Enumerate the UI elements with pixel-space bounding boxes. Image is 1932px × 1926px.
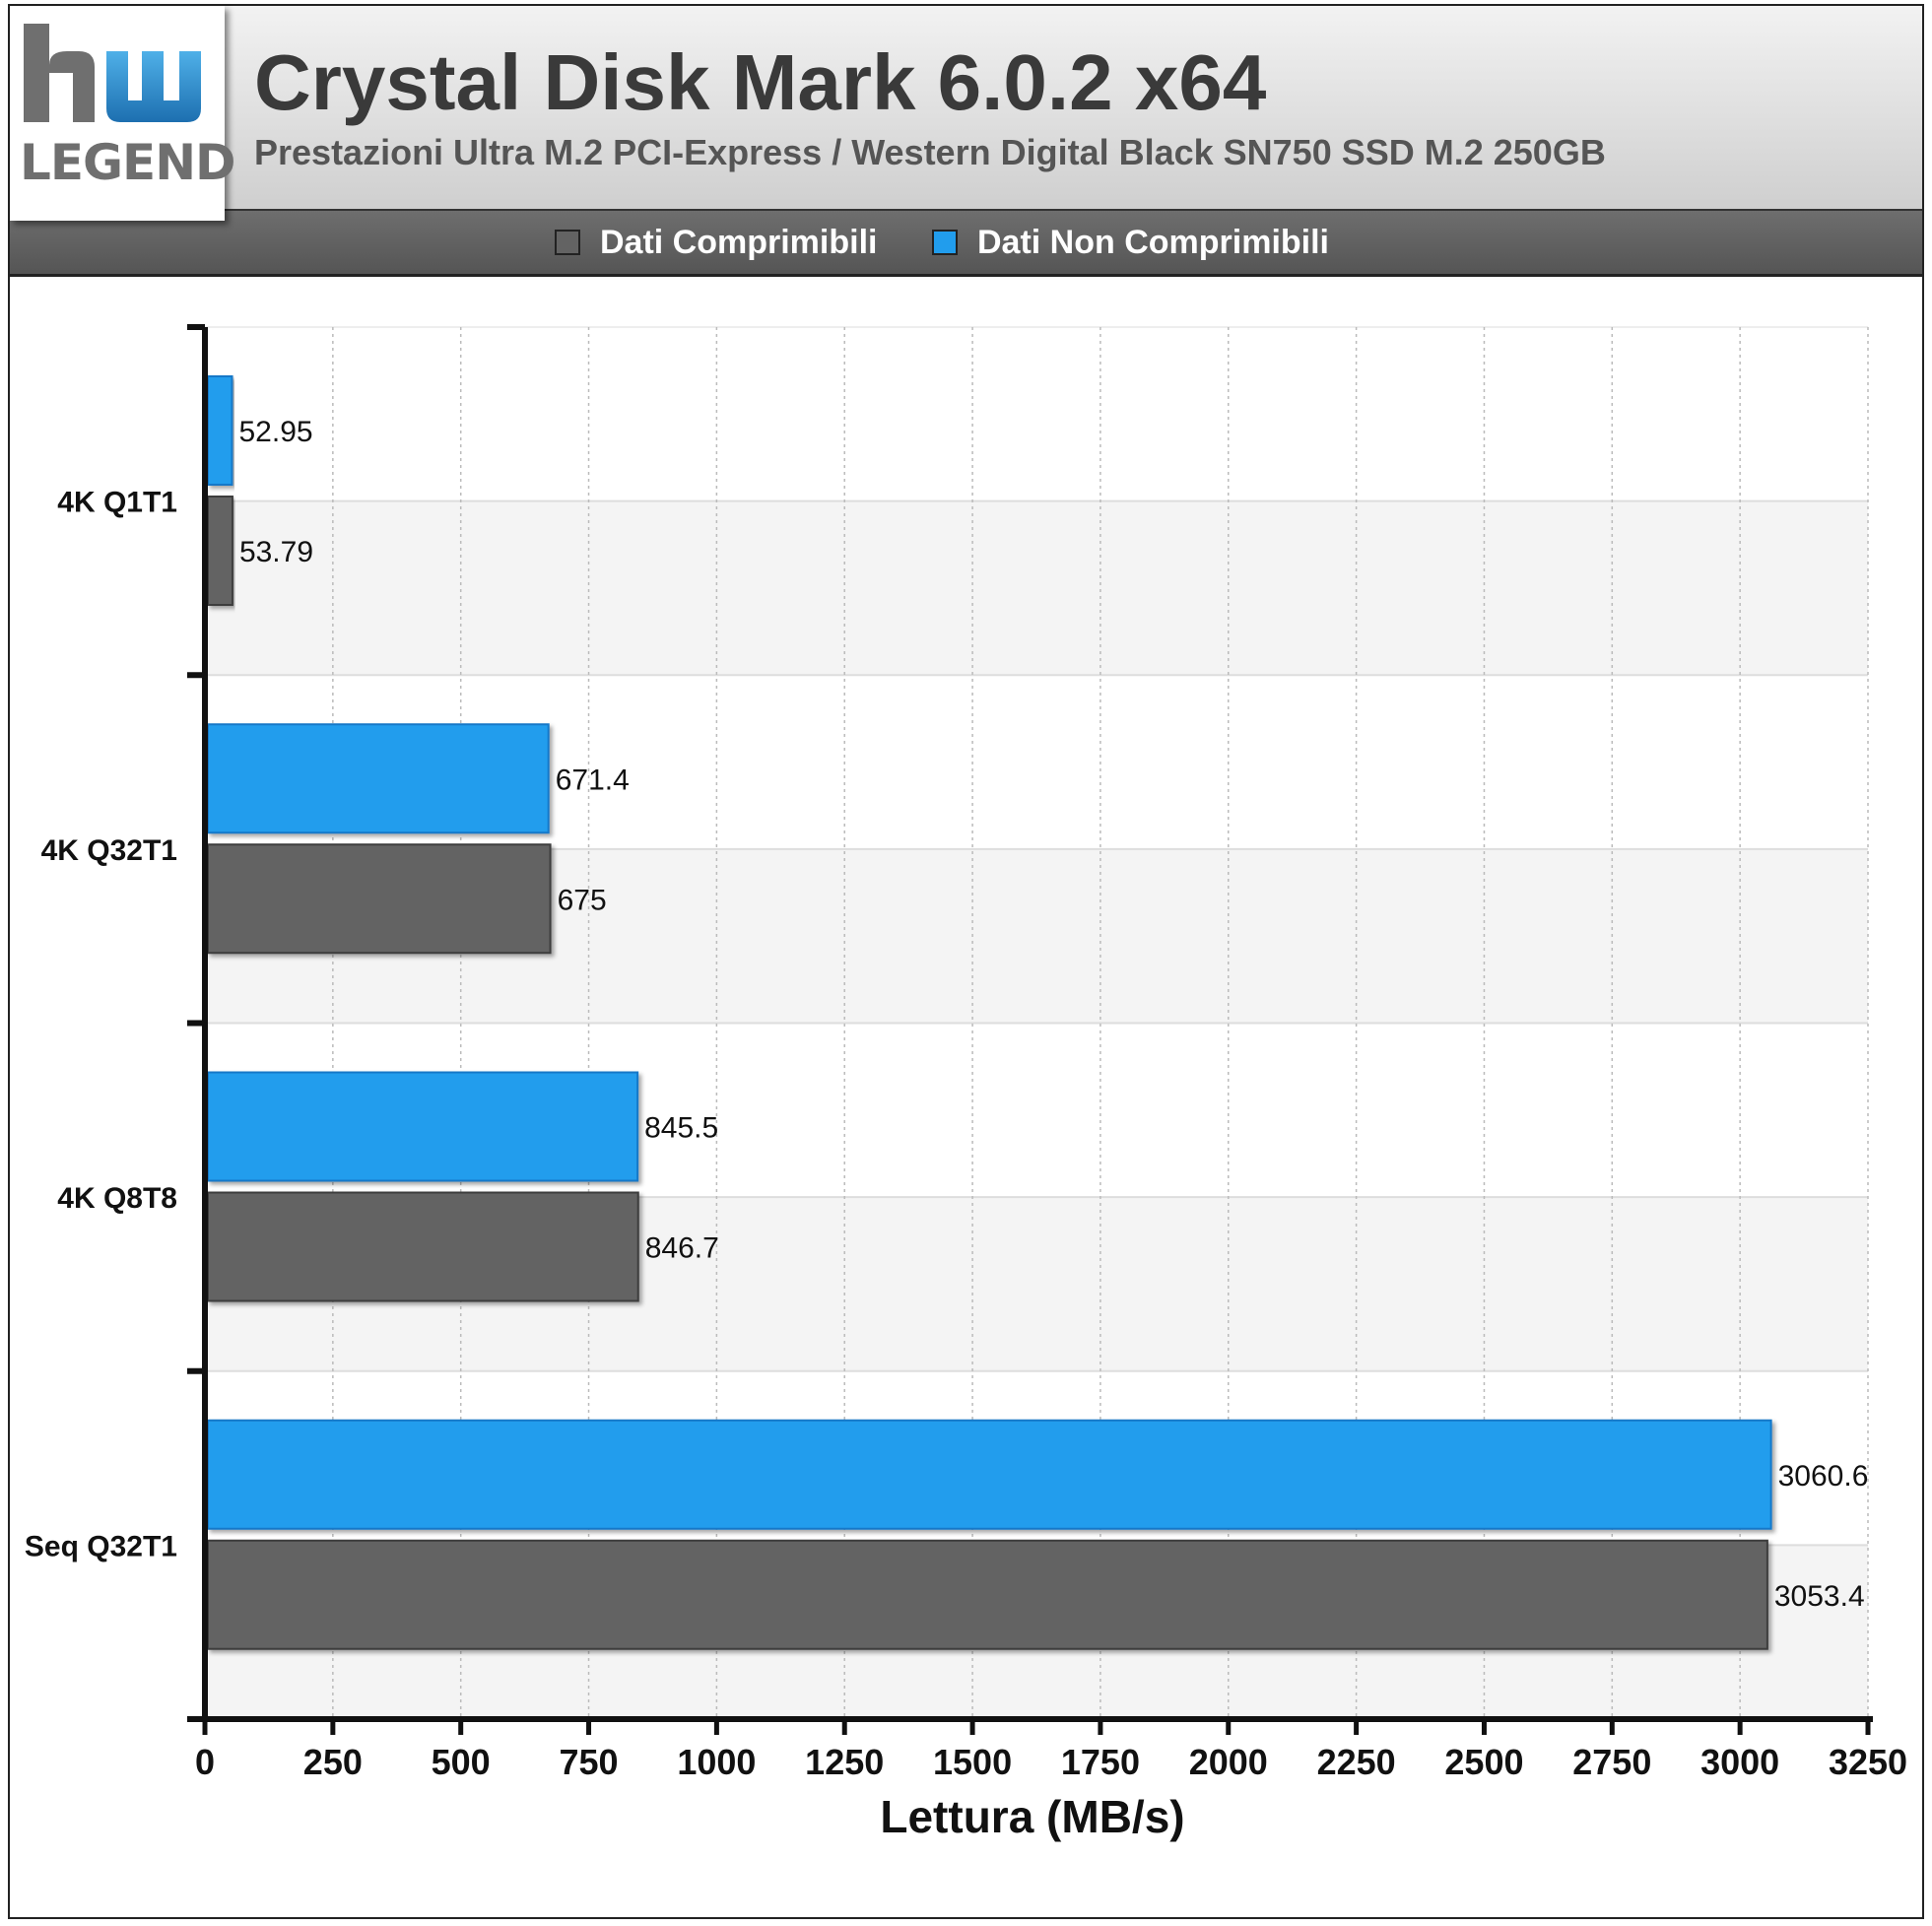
bar-non-compressible: [207, 1419, 1772, 1530]
legend: Dati Comprimibili Dati Non Comprimibili: [10, 209, 1922, 277]
legend-label-compressible: Dati Comprimibili: [600, 223, 878, 261]
category-label: 4K Q8T8: [57, 1182, 177, 1215]
chart-subtitle: Prestazioni Ultra M.2 PCI-Express / West…: [254, 132, 1606, 172]
plot-band: [205, 500, 1868, 676]
x-tick-label: 3250: [1829, 1742, 1907, 1782]
legend-label-non-compressible: Dati Non Comprimibili: [977, 223, 1329, 261]
chart-title: Crystal Disk Mark 6.0.2 x64: [254, 38, 1267, 126]
bar-compressible: [207, 496, 233, 606]
x-tick-label: 2000: [1189, 1742, 1268, 1782]
category-label: Seq Q32T1: [25, 1530, 177, 1562]
bar-non-compressible: [207, 723, 550, 834]
value-label-non-compressible: 671.4: [556, 764, 630, 796]
value-label-compressible: 3053.4: [1774, 1580, 1865, 1613]
value-label-compressible: 675: [558, 884, 607, 916]
logo-w: [106, 51, 201, 122]
x-tick-label: 2750: [1572, 1742, 1651, 1782]
category-label: 4K Q1T1: [57, 487, 177, 519]
legend-item-compressible: Dati Comprimibili: [555, 211, 877, 274]
x-axis-title: Lettura (MB/s): [880, 1791, 1184, 1842]
x-tick-label: 2250: [1317, 1742, 1396, 1782]
value-label-non-compressible: 3060.6: [1778, 1460, 1869, 1493]
chart-header: Crystal Disk Mark 6.0.2 x64 Prestazioni …: [10, 6, 1922, 211]
legend-item-non-compressible: Dati Non Comprimibili: [932, 211, 1329, 274]
value-label-compressible: 53.79: [239, 536, 313, 568]
x-tick-label: 750: [559, 1742, 618, 1782]
x-tick-label: 0: [195, 1742, 215, 1782]
legend-swatch-compressible: [555, 230, 580, 255]
x-tick-label: 1000: [677, 1742, 756, 1782]
bar-non-compressible: [207, 375, 233, 486]
logo-h-stem: [24, 24, 49, 122]
value-label-compressible: 846.7: [645, 1232, 719, 1265]
bar-non-compressible: [207, 1071, 639, 1182]
bar-compressible: [207, 843, 552, 955]
value-label-non-compressible: 52.95: [239, 416, 313, 448]
x-tick-label: 250: [303, 1742, 363, 1782]
x-tick-label: 500: [432, 1742, 491, 1782]
x-tick-label: 1250: [805, 1742, 884, 1782]
bar-compressible: [207, 1539, 1768, 1650]
value-label-non-compressible: 845.5: [644, 1112, 718, 1145]
category-label: 4K Q32T1: [41, 834, 177, 867]
logo-h-arch: [49, 51, 95, 122]
legend-swatch-non-compressible: [932, 230, 958, 255]
x-tick-label: 2500: [1444, 1742, 1523, 1782]
x-tick-label: 1500: [933, 1742, 1012, 1782]
hwlegend-logo: LEGEND: [10, 6, 236, 221]
x-tick-label: 3000: [1700, 1742, 1779, 1782]
x-tick-label: 1750: [1061, 1742, 1140, 1782]
bar-compressible: [207, 1191, 639, 1302]
logo-text: LEGEND: [20, 134, 236, 191]
